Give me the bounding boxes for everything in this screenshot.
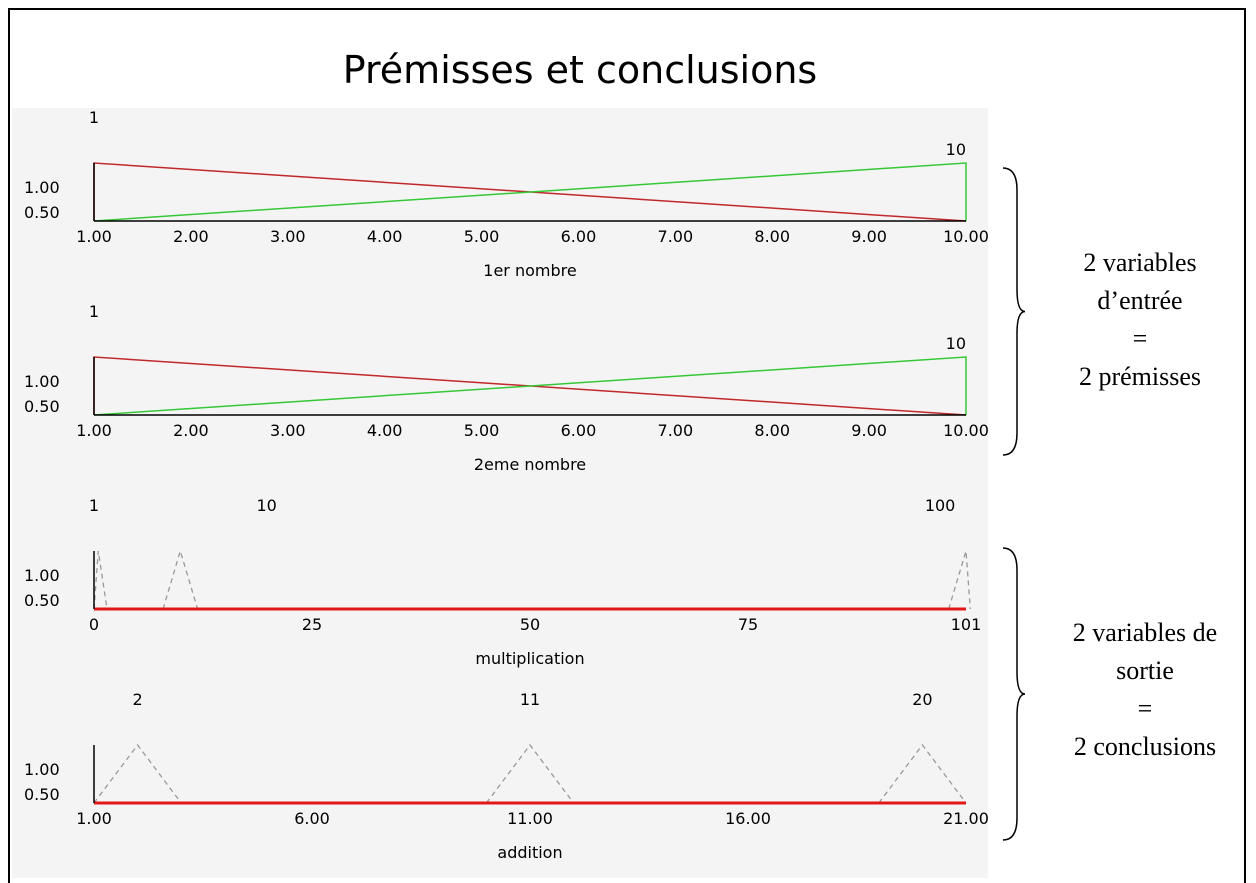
annotation-line: 2 variables de xyxy=(1072,618,1218,647)
term-label: 1 xyxy=(89,496,99,515)
x-tick-label: 16.00 xyxy=(725,809,771,828)
membership-set-dashed xyxy=(93,550,108,610)
x-tick-label: 4.00 xyxy=(367,227,403,246)
output-brace xyxy=(1002,547,1026,841)
membership-set-dashed xyxy=(878,743,967,804)
x-tick-label: 7.00 xyxy=(658,227,694,246)
term-label: 2 xyxy=(133,690,143,709)
x-tick-label: 0 xyxy=(89,615,99,634)
output-annotation: 2 variables de sortie = 2 conclusions xyxy=(1040,614,1250,766)
y-tick-label: 1.00 xyxy=(24,760,60,779)
x-tick-label: 6.00 xyxy=(294,809,330,828)
x-tick-label: 5.00 xyxy=(464,421,500,440)
term-label: 100 xyxy=(925,496,956,515)
plots-panel xyxy=(12,108,988,878)
x-tick-label: 10.00 xyxy=(943,421,989,440)
annotation-line: = xyxy=(1137,694,1153,723)
x-tick-label: 25 xyxy=(302,615,322,634)
x-tick-label: 8.00 xyxy=(754,227,790,246)
x-tick-label: 9.00 xyxy=(851,227,887,246)
term-label: 1 xyxy=(89,108,99,127)
x-tick-label: 21.00 xyxy=(943,809,989,828)
x-tick-label: 9.00 xyxy=(851,421,887,440)
y-tick-label: 0.50 xyxy=(24,203,60,222)
annotation-line: 2 prémisses xyxy=(1078,362,1202,391)
x-tick-label: 75 xyxy=(738,615,758,634)
x-tick-label: 101 xyxy=(951,615,982,634)
x-tick-label: 2.00 xyxy=(173,421,209,440)
y-tick-label: 0.50 xyxy=(24,397,60,416)
term-label: 10 xyxy=(256,496,276,515)
y-tick-label: 0.50 xyxy=(24,591,60,610)
annotation-line: 2 conclusions xyxy=(1073,732,1217,761)
membership-set-dashed xyxy=(93,743,182,804)
variable-label: 2eme nombre xyxy=(474,455,586,474)
y-tick-label: 1.00 xyxy=(24,566,60,585)
y-tick-label: 0.50 xyxy=(24,785,60,804)
variable-label: addition xyxy=(497,843,562,862)
membership-set-green xyxy=(93,356,967,416)
y-tick-label: 1.00 xyxy=(24,178,60,197)
x-tick-label: 10.00 xyxy=(943,227,989,246)
x-tick-label: 3.00 xyxy=(270,421,306,440)
membership-set-green xyxy=(93,162,967,222)
membership-set-dashed xyxy=(485,743,575,804)
x-tick-label: 4.00 xyxy=(367,421,403,440)
term-label: 11 xyxy=(520,690,540,709)
x-tick-label: 8.00 xyxy=(754,421,790,440)
term-label: 20 xyxy=(912,690,932,709)
membership-set-dashed xyxy=(162,548,199,610)
x-tick-label: 6.00 xyxy=(561,227,597,246)
variable-label: multiplication xyxy=(475,649,584,668)
figure-frame xyxy=(8,8,1246,883)
x-tick-label: 1.00 xyxy=(76,809,112,828)
variable-label: 1er nombre xyxy=(483,261,576,280)
x-tick-label: 6.00 xyxy=(561,421,597,440)
x-tick-label: 5.00 xyxy=(464,227,500,246)
y-tick-label: 1.00 xyxy=(24,372,60,391)
membership-set-dashed xyxy=(948,550,971,610)
input-annotation: 2 variables d’entrée = 2 prémisses xyxy=(1040,244,1240,396)
x-tick-label: 7.00 xyxy=(658,421,694,440)
x-tick-label: 3.00 xyxy=(270,227,306,246)
annotation-line: d’entrée xyxy=(1097,286,1183,315)
x-tick-label: 2.00 xyxy=(173,227,209,246)
annotation-line: sortie xyxy=(1116,656,1174,685)
annotation-line: = xyxy=(1132,324,1148,353)
term-label: 1 xyxy=(89,302,99,321)
x-tick-label: 50 xyxy=(520,615,540,634)
x-tick-label: 1.00 xyxy=(76,421,112,440)
annotation-line: 2 variables xyxy=(1083,248,1197,277)
x-tick-label: 11.00 xyxy=(507,809,553,828)
figure-title: Prémisses et conclusions xyxy=(342,48,818,92)
input-brace xyxy=(1002,167,1026,456)
term-label: 10 xyxy=(946,334,966,353)
x-tick-label: 1.00 xyxy=(76,227,112,246)
term-label: 10 xyxy=(946,140,966,159)
